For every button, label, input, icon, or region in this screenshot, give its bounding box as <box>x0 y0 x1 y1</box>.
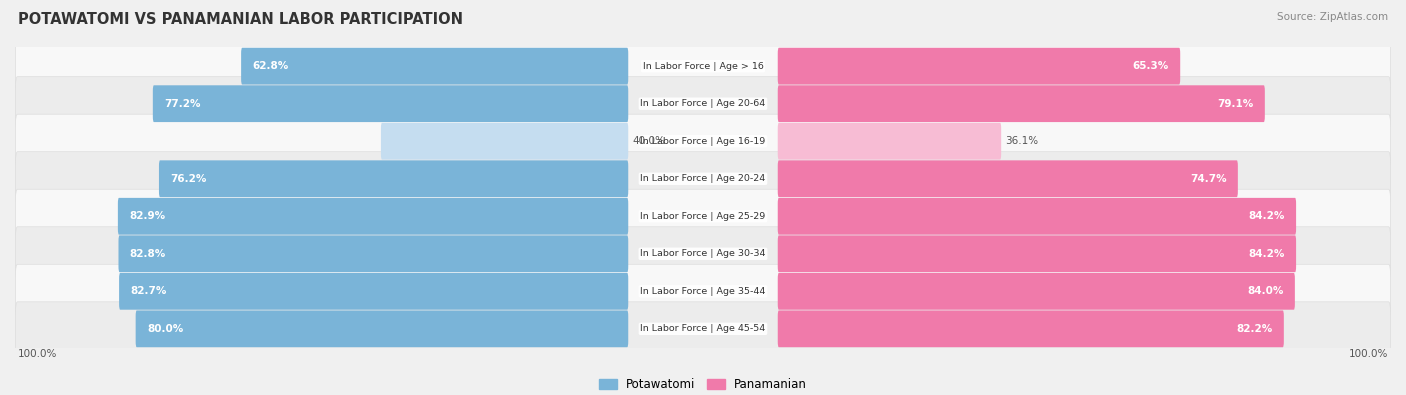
Text: In Labor Force | Age 20-24: In Labor Force | Age 20-24 <box>640 174 766 183</box>
FancyBboxPatch shape <box>778 273 1295 310</box>
Text: 82.7%: 82.7% <box>131 286 167 296</box>
Text: In Labor Force | Age 35-44: In Labor Force | Age 35-44 <box>640 287 766 296</box>
Text: 76.2%: 76.2% <box>170 174 207 184</box>
FancyBboxPatch shape <box>135 310 628 347</box>
FancyBboxPatch shape <box>15 227 1391 281</box>
FancyBboxPatch shape <box>778 198 1296 235</box>
FancyBboxPatch shape <box>778 48 1180 85</box>
Text: 65.3%: 65.3% <box>1133 61 1168 71</box>
Text: 80.0%: 80.0% <box>148 324 183 334</box>
Text: Source: ZipAtlas.com: Source: ZipAtlas.com <box>1277 12 1388 22</box>
FancyBboxPatch shape <box>15 189 1391 243</box>
FancyBboxPatch shape <box>15 39 1391 93</box>
FancyBboxPatch shape <box>120 273 628 310</box>
Text: 82.2%: 82.2% <box>1236 324 1272 334</box>
FancyBboxPatch shape <box>381 123 628 160</box>
Text: 84.0%: 84.0% <box>1247 286 1284 296</box>
Text: 100.0%: 100.0% <box>17 350 56 359</box>
FancyBboxPatch shape <box>778 85 1265 122</box>
Text: 77.2%: 77.2% <box>165 99 201 109</box>
Text: In Labor Force | Age 30-34: In Labor Force | Age 30-34 <box>640 249 766 258</box>
FancyBboxPatch shape <box>240 48 628 85</box>
FancyBboxPatch shape <box>778 235 1296 272</box>
Text: POTAWATOMI VS PANAMANIAN LABOR PARTICIPATION: POTAWATOMI VS PANAMANIAN LABOR PARTICIPA… <box>18 12 464 27</box>
Text: In Labor Force | Age 20-64: In Labor Force | Age 20-64 <box>640 99 766 108</box>
Text: 84.2%: 84.2% <box>1249 249 1285 259</box>
FancyBboxPatch shape <box>118 198 628 235</box>
FancyBboxPatch shape <box>778 160 1237 197</box>
Text: 100.0%: 100.0% <box>1350 350 1389 359</box>
Text: In Labor Force | Age 16-19: In Labor Force | Age 16-19 <box>640 137 766 146</box>
FancyBboxPatch shape <box>15 77 1391 131</box>
Text: 79.1%: 79.1% <box>1218 99 1254 109</box>
FancyBboxPatch shape <box>15 264 1391 318</box>
FancyBboxPatch shape <box>15 152 1391 206</box>
FancyBboxPatch shape <box>118 235 628 272</box>
Legend: Potawatomi, Panamanian: Potawatomi, Panamanian <box>595 373 811 395</box>
Text: 82.9%: 82.9% <box>129 211 166 221</box>
Text: 74.7%: 74.7% <box>1189 174 1226 184</box>
Text: 84.2%: 84.2% <box>1249 211 1285 221</box>
FancyBboxPatch shape <box>15 302 1391 356</box>
Text: 62.8%: 62.8% <box>253 61 288 71</box>
Text: 82.8%: 82.8% <box>129 249 166 259</box>
Text: In Labor Force | Age > 16: In Labor Force | Age > 16 <box>643 62 763 71</box>
Text: In Labor Force | Age 45-54: In Labor Force | Age 45-54 <box>640 324 766 333</box>
Text: In Labor Force | Age 25-29: In Labor Force | Age 25-29 <box>640 212 766 221</box>
Text: 36.1%: 36.1% <box>1005 136 1039 146</box>
FancyBboxPatch shape <box>15 114 1391 168</box>
FancyBboxPatch shape <box>778 310 1284 347</box>
FancyBboxPatch shape <box>778 123 1001 160</box>
FancyBboxPatch shape <box>159 160 628 197</box>
FancyBboxPatch shape <box>153 85 628 122</box>
Text: 40.0%: 40.0% <box>633 136 665 146</box>
